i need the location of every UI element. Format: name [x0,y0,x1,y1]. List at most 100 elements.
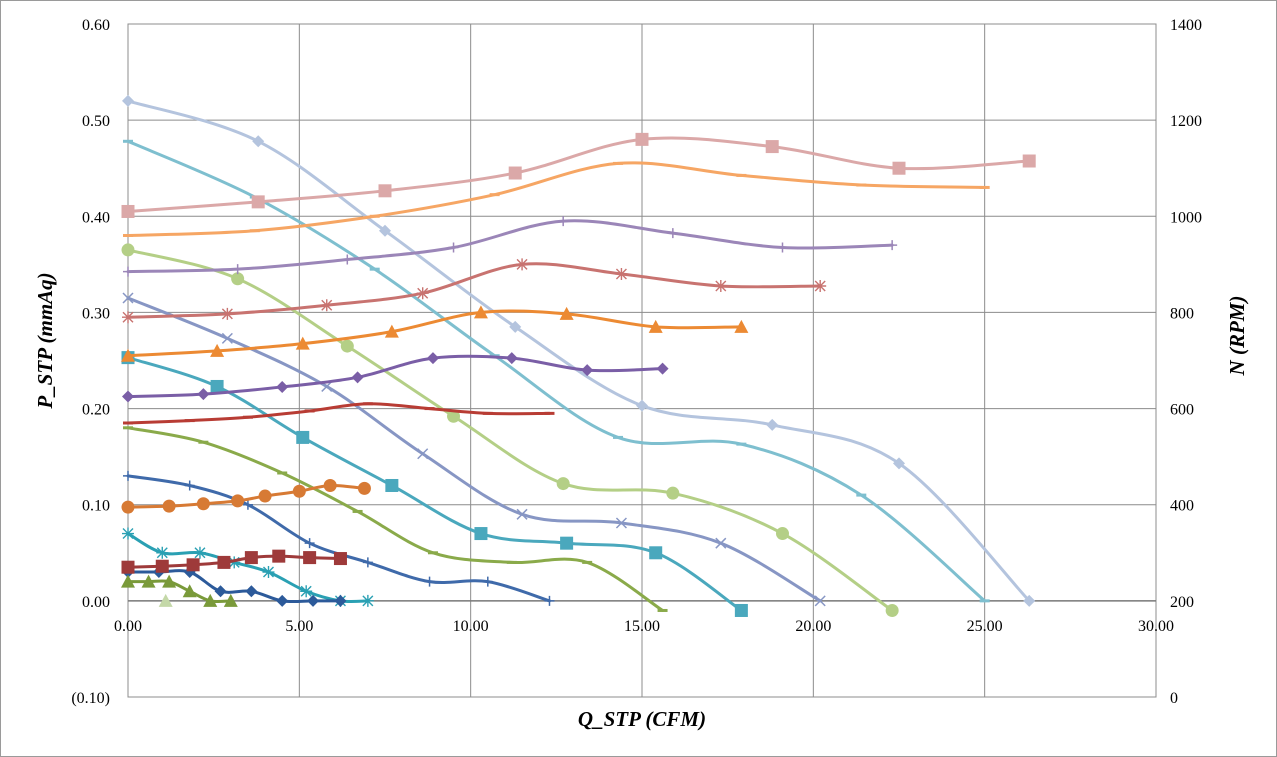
data-point [482,576,493,587]
series-19 [121,478,371,514]
data-point [252,135,265,148]
x-tick-label: 10.00 [453,618,489,635]
data-point [734,319,749,333]
data-point [384,324,399,338]
data-point [666,486,680,500]
series-12 [121,132,1036,218]
data-point [424,576,435,587]
series-15 [122,258,827,324]
data-point [361,594,374,607]
data-point [357,481,371,495]
series-4 [122,292,826,607]
data-point [162,499,176,513]
data-point [186,558,200,572]
data-point [885,603,899,617]
data-point [379,224,391,237]
data-point [197,388,210,401]
data-point [223,593,238,607]
series-line [126,139,987,603]
series-6 [123,426,668,612]
data-point [508,166,522,180]
data-point [334,594,347,607]
data-point [258,489,272,503]
data-point [516,508,528,520]
y2-tick-label: 200 [1170,594,1194,611]
data-point [509,320,522,333]
data-point [231,272,245,286]
data-point [244,551,258,565]
data-point [228,556,241,569]
data-point [210,343,225,357]
data-point [474,527,488,541]
x-tick-label: 30.00 [1138,618,1174,635]
x-tick-label: 15.00 [624,618,660,635]
data-point [340,339,354,353]
data-point [121,348,135,362]
data-point [122,292,134,304]
series-13 [123,161,990,238]
data-point [232,264,243,275]
data-point [320,299,333,312]
y-tick-label: 0.20 [82,402,110,419]
data-point [333,552,347,566]
data-point [121,204,135,218]
data-point [295,336,310,350]
data-point [417,448,429,460]
y-tick-label: 0.40 [82,209,110,226]
data-point [1023,594,1036,607]
x-tick-label: 20.00 [795,618,831,635]
data-point [276,594,289,607]
y2-tick-label: 400 [1170,498,1194,515]
data-point [251,195,265,209]
data-point [122,311,134,324]
data-point [556,477,570,491]
data-point [210,379,224,393]
y2-tick-label: 0 [1170,690,1178,707]
data-point [123,266,133,277]
data-point [304,538,315,549]
series-11 [158,593,173,607]
data-point [156,546,169,559]
data-point [122,94,134,107]
data-point [893,457,905,470]
data-point [814,595,826,607]
series-14 [123,216,898,277]
series-line [126,262,822,319]
series-line [126,219,894,274]
series-1 [122,94,1036,607]
series-2 [123,139,990,603]
data-point [648,319,663,333]
data-point [559,306,574,320]
series-line [126,309,743,358]
data-point [362,557,373,568]
data-point [272,549,286,563]
data-point [560,536,574,550]
data-point [667,228,678,239]
x-tick-label: 5.00 [285,618,313,635]
series-line [126,161,987,238]
data-point [162,574,177,588]
data-point [221,307,234,320]
data-point [516,258,529,271]
data-point [121,500,135,514]
data-point [887,240,898,251]
x-axis-title: Q_STP (CFM) [578,707,706,731]
y-tick-label: 0.60 [82,17,110,34]
data-point [184,480,195,491]
data-point [635,132,649,146]
data-point [231,494,245,508]
data-point [544,595,555,606]
data-point [121,574,135,588]
series-line [126,354,665,399]
data-point [636,399,648,412]
series-10 [121,574,238,607]
data-point [342,254,353,265]
data-point [447,409,461,423]
data-point [276,380,289,393]
data-point [505,352,518,365]
x-tick-label: 25.00 [967,618,1003,635]
data-point [193,546,206,559]
data-point [765,140,779,154]
